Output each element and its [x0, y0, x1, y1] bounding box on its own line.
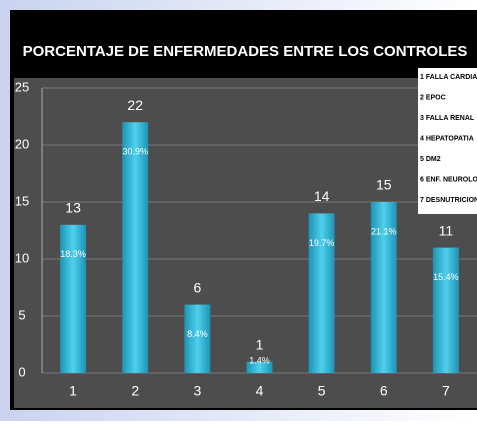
bar: [246, 361, 273, 373]
legend-box: [418, 68, 477, 214]
legend-entry: 5 DM2: [420, 156, 441, 163]
value-label: 13: [65, 200, 81, 216]
x-tick-label: 6: [380, 383, 388, 399]
bar: [432, 247, 459, 373]
y-tick-label: 20: [15, 136, 29, 151]
percent-label: 21.1%: [371, 226, 397, 236]
y-tick-label: 5: [18, 307, 25, 322]
value-label: 15: [376, 177, 392, 193]
legend-entry: 1 FALLA CARDIACA: [420, 74, 477, 81]
bar: [308, 213, 335, 373]
value-label: 1: [256, 336, 264, 352]
y-tick-label: 10: [15, 250, 29, 265]
percent-label: 1.4%: [249, 355, 270, 365]
x-tick-label: 5: [318, 383, 326, 399]
x-tick-label: 2: [131, 383, 139, 399]
legend-entry: 7 DESNUTRICION: [420, 197, 477, 204]
bar: [60, 224, 87, 373]
value-label: 6: [193, 279, 201, 295]
y-tick-label: 25: [15, 79, 29, 94]
bar: [370, 202, 397, 373]
legend-entry: 3 FALLA RENAL: [420, 115, 475, 122]
x-tick-label: 1: [69, 383, 77, 399]
y-tick-label: 15: [15, 193, 29, 208]
x-tick-label: 7: [442, 383, 450, 399]
percent-label: 19.7%: [309, 238, 335, 248]
y-tick-label: 0: [18, 364, 25, 379]
value-label: 14: [314, 188, 330, 204]
chart-title: PORCENTAJE DE ENFERMEDADES ENTRE LOS CON…: [23, 43, 468, 60]
bar: [184, 304, 211, 373]
plot-area: [14, 78, 477, 408]
x-tick-label: 3: [193, 383, 201, 399]
legend-entry: 6 ENF. NEUROLOGICA: [420, 176, 477, 183]
x-tick-label: 4: [256, 383, 264, 399]
value-label: 22: [127, 97, 143, 113]
bar: [122, 122, 149, 373]
percent-label: 30.9%: [122, 147, 148, 157]
percent-label: 8.4%: [187, 329, 208, 339]
legend-entry: 4 HEPATOPATIA: [420, 135, 474, 142]
value-label: 11: [439, 222, 454, 238]
percent-label: 15.4%: [433, 272, 459, 282]
legend-entry: 2 EPOC: [420, 94, 446, 101]
percent-label: 18.3%: [60, 249, 86, 259]
